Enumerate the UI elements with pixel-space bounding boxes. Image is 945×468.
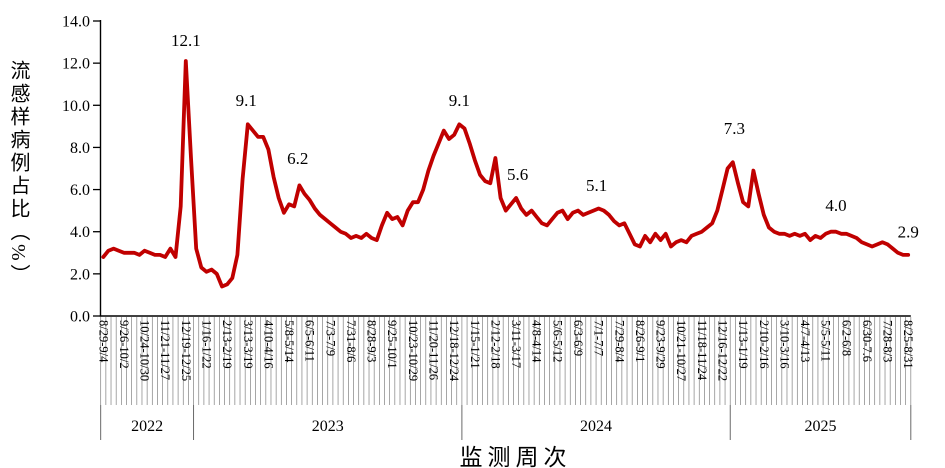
year-label: 2024 [580, 418, 612, 435]
y-tick-label: 0.0 [70, 309, 90, 326]
x-week-tick-comb [100, 317, 912, 405]
x-tick-label: 8/29-9/4 [96, 320, 110, 363]
x-tick-label: 1/16-1/22 [199, 320, 213, 369]
year-label: 2023 [312, 418, 344, 435]
peak-value-label: 12.1 [171, 31, 201, 50]
x-tick-label: 9/26-10/2 [117, 320, 131, 369]
x-tick-label: 7/1-7/7 [592, 320, 606, 356]
x-tick-label: 3/13-3/19 [241, 320, 255, 369]
y-tick-label: 12.0 [62, 56, 90, 73]
x-tick-label: 6/30-7.6 [860, 320, 874, 362]
x-tick-label: 9/25-10/1 [385, 320, 399, 369]
peak-annotations: 12.1 9.1 6.2 9.1 5.6 5.1 7.3 4.0 2.9 [171, 31, 919, 242]
x-tick-label: 11/20-11/26 [427, 320, 441, 380]
x-tick-label: 6/5-6/11 [303, 320, 317, 362]
peak-value-label: 9.1 [449, 91, 470, 110]
x-tick-label: 2/13-2/19 [220, 320, 234, 369]
x-tick-label: 4/8-4/14 [530, 320, 544, 363]
x-tick-label: 6/2-6/8 [839, 320, 853, 356]
x-tick-label: 7/28-8/3 [881, 320, 895, 362]
x-tick-label: 7/31-8/6 [344, 320, 358, 362]
x-tick-label: 11/18-11/24 [695, 320, 709, 381]
x-axis-tick-labels: 8/29-9/4 9/26-10/2 10/24-10/30 11/21-11/27 1… [96, 320, 915, 382]
x-tick-label: 8/26-9/1 [633, 320, 647, 362]
year-label: 2022 [131, 418, 163, 435]
y-axis-title: 流感样病例占比（%） [7, 60, 29, 287]
x-tick-label: 12/18-12/24 [447, 320, 461, 382]
axes [99, 20, 911, 317]
year-label: 2025 [805, 418, 837, 435]
x-tick-label: 5/6-5/12 [550, 320, 564, 362]
x-tick-label: 11/21-11/27 [158, 320, 172, 380]
peak-value-label: 9.1 [236, 91, 257, 110]
y-tick-label: 8.0 [70, 140, 90, 157]
y-tick-label: 4.0 [70, 224, 90, 241]
x-tick-label: 2/10-2/16 [757, 320, 771, 369]
x-tick-label: 10/23-10/29 [406, 320, 420, 381]
x-tick-label: 3/10-3/16 [777, 320, 791, 369]
peak-value-label: 2.9 [898, 223, 919, 242]
x-tick-label: 7/29-8/4 [612, 320, 626, 363]
peak-value-label: 5.1 [586, 176, 607, 195]
x-tick-label: 12/16-12/22 [715, 320, 729, 381]
x-tick-label: 3/11-3/17 [509, 320, 523, 368]
x-tick-label: 6/3-6/9 [571, 320, 585, 356]
x-tick-label: 5/5-5/11 [819, 320, 833, 362]
ili-series-line [101, 59, 911, 289]
peak-value-label: 4.0 [825, 196, 846, 215]
x-tick-label: 10/24-10/30 [138, 320, 152, 381]
x-tick-label: 4/10-4/16 [261, 320, 275, 369]
x-tick-label: 9/23-9/29 [654, 320, 668, 369]
y-tick-label: 10.0 [62, 98, 90, 115]
x-tick-label: 8/25-8/31 [901, 320, 915, 369]
y-axis-ticks: 0.0 2.0 4.0 6.0 8.0 10.0 12.0 14.0 [62, 14, 100, 326]
x-tick-label: 12/19-12/25 [179, 320, 193, 381]
x-tick-label: 5/8-5/14 [282, 320, 296, 363]
year-band: 2022 2023 2024 2025 [100, 405, 912, 440]
peak-value-label: 7.3 [724, 119, 745, 138]
x-tick-label: 2/12-2/18 [488, 320, 502, 369]
series-line-group [101, 59, 911, 289]
peak-value-label: 6.2 [287, 149, 308, 168]
y-tick-label: 14.0 [62, 14, 90, 31]
x-tick-label: 10/21-10/27 [674, 320, 688, 381]
x-axis-title: 监测周次 [459, 445, 572, 468]
x-tick-label: 8/28-9/3 [365, 320, 379, 362]
y-tick-label: 2.0 [70, 266, 90, 283]
x-tick-label: 1/15-1/21 [468, 320, 482, 369]
x-tick-label: 4/7-4/13 [798, 320, 812, 362]
peak-value-label: 5.6 [507, 165, 528, 184]
x-tick-label: 7/3-7/9 [323, 320, 337, 356]
y-tick-label: 6.0 [70, 182, 90, 199]
x-tick-label: 1/13-1/19 [736, 320, 750, 369]
